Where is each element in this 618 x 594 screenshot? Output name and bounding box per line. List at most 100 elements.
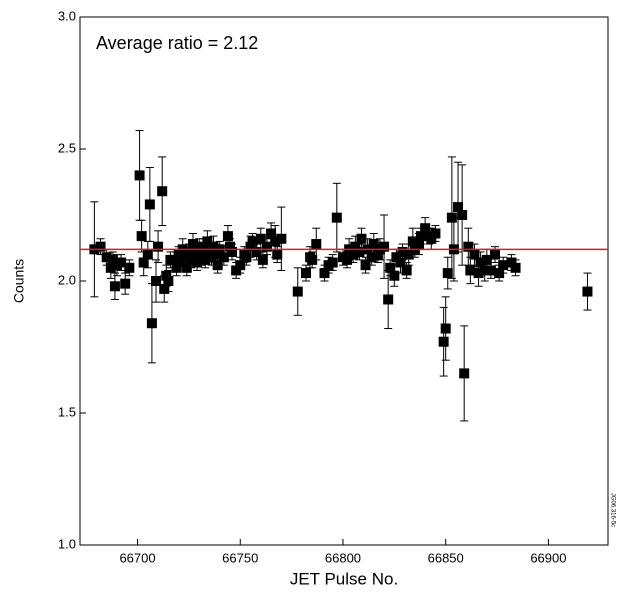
point (473, 268, 484, 279)
y-tick-label: 1.0 (58, 536, 76, 551)
point (142, 249, 153, 260)
point (224, 241, 235, 252)
point (163, 276, 174, 286)
point (465, 265, 476, 276)
x-tick-label: 66700 (119, 550, 155, 565)
point (356, 233, 367, 244)
point (506, 257, 517, 268)
point (101, 252, 112, 263)
point (311, 239, 322, 250)
point (210, 249, 221, 260)
point (348, 249, 359, 260)
point (379, 241, 390, 252)
point (105, 262, 116, 273)
point (485, 265, 496, 276)
point (403, 249, 414, 260)
point (247, 236, 258, 247)
point (276, 233, 287, 244)
point (426, 233, 437, 244)
point (241, 252, 252, 263)
point (413, 239, 424, 250)
point (391, 252, 402, 263)
point (159, 283, 170, 294)
point (416, 231, 427, 242)
point (171, 262, 182, 273)
point (430, 228, 441, 239)
point (319, 268, 330, 279)
point (490, 249, 501, 260)
point (202, 236, 213, 247)
point (582, 286, 593, 297)
point (146, 318, 157, 329)
point (438, 336, 449, 347)
point (218, 252, 229, 263)
point (266, 228, 277, 239)
point (481, 254, 492, 265)
y-tick-label: 3.0 (58, 8, 76, 23)
point (157, 186, 168, 197)
point (181, 262, 192, 273)
point (169, 254, 180, 265)
point (222, 231, 233, 242)
point (360, 260, 371, 271)
point (440, 323, 451, 334)
point (457, 210, 468, 220)
point (185, 254, 196, 265)
x-tick-label: 66850 (428, 550, 464, 565)
y-tick-label: 1.5 (58, 404, 76, 419)
point (107, 254, 118, 265)
point (151, 276, 162, 286)
point (331, 212, 342, 223)
point (120, 278, 131, 289)
figure-code: JG06.316-5c (609, 493, 615, 527)
point (138, 257, 149, 268)
point (109, 281, 120, 292)
y-axis-label: Counts (11, 259, 27, 303)
point (227, 246, 238, 257)
point (192, 257, 203, 268)
x-axis-label: JET Pulse No. (290, 569, 398, 588)
y-tick-label: 2.0 (58, 272, 76, 287)
y-tick-label: 2.5 (58, 140, 76, 155)
point (354, 246, 365, 257)
annotation: Average ratio = 2.12 (96, 33, 258, 53)
point (510, 262, 521, 273)
point (453, 202, 464, 213)
point (463, 241, 474, 252)
point (446, 212, 457, 223)
point (383, 294, 394, 305)
point (372, 249, 383, 260)
point (272, 249, 283, 260)
point (459, 368, 470, 379)
point (251, 246, 262, 257)
point (475, 257, 486, 268)
point (300, 268, 311, 279)
point (395, 257, 406, 268)
point (245, 241, 256, 252)
point (183, 246, 194, 257)
point (385, 262, 396, 273)
point (95, 241, 106, 252)
point (179, 252, 190, 263)
point (342, 254, 353, 265)
point (235, 260, 246, 271)
point (136, 231, 147, 242)
point (442, 268, 453, 279)
point (292, 286, 303, 297)
point (479, 265, 490, 276)
point (397, 246, 408, 257)
point (407, 236, 418, 247)
point (208, 241, 219, 252)
point (257, 254, 268, 265)
point (153, 241, 164, 252)
point (469, 249, 480, 260)
point (350, 241, 361, 252)
point (231, 265, 242, 276)
point (204, 246, 215, 257)
x-tick-label: 66800 (325, 550, 361, 565)
point (212, 260, 223, 271)
point (190, 249, 201, 260)
point (327, 257, 338, 268)
point (175, 257, 186, 268)
